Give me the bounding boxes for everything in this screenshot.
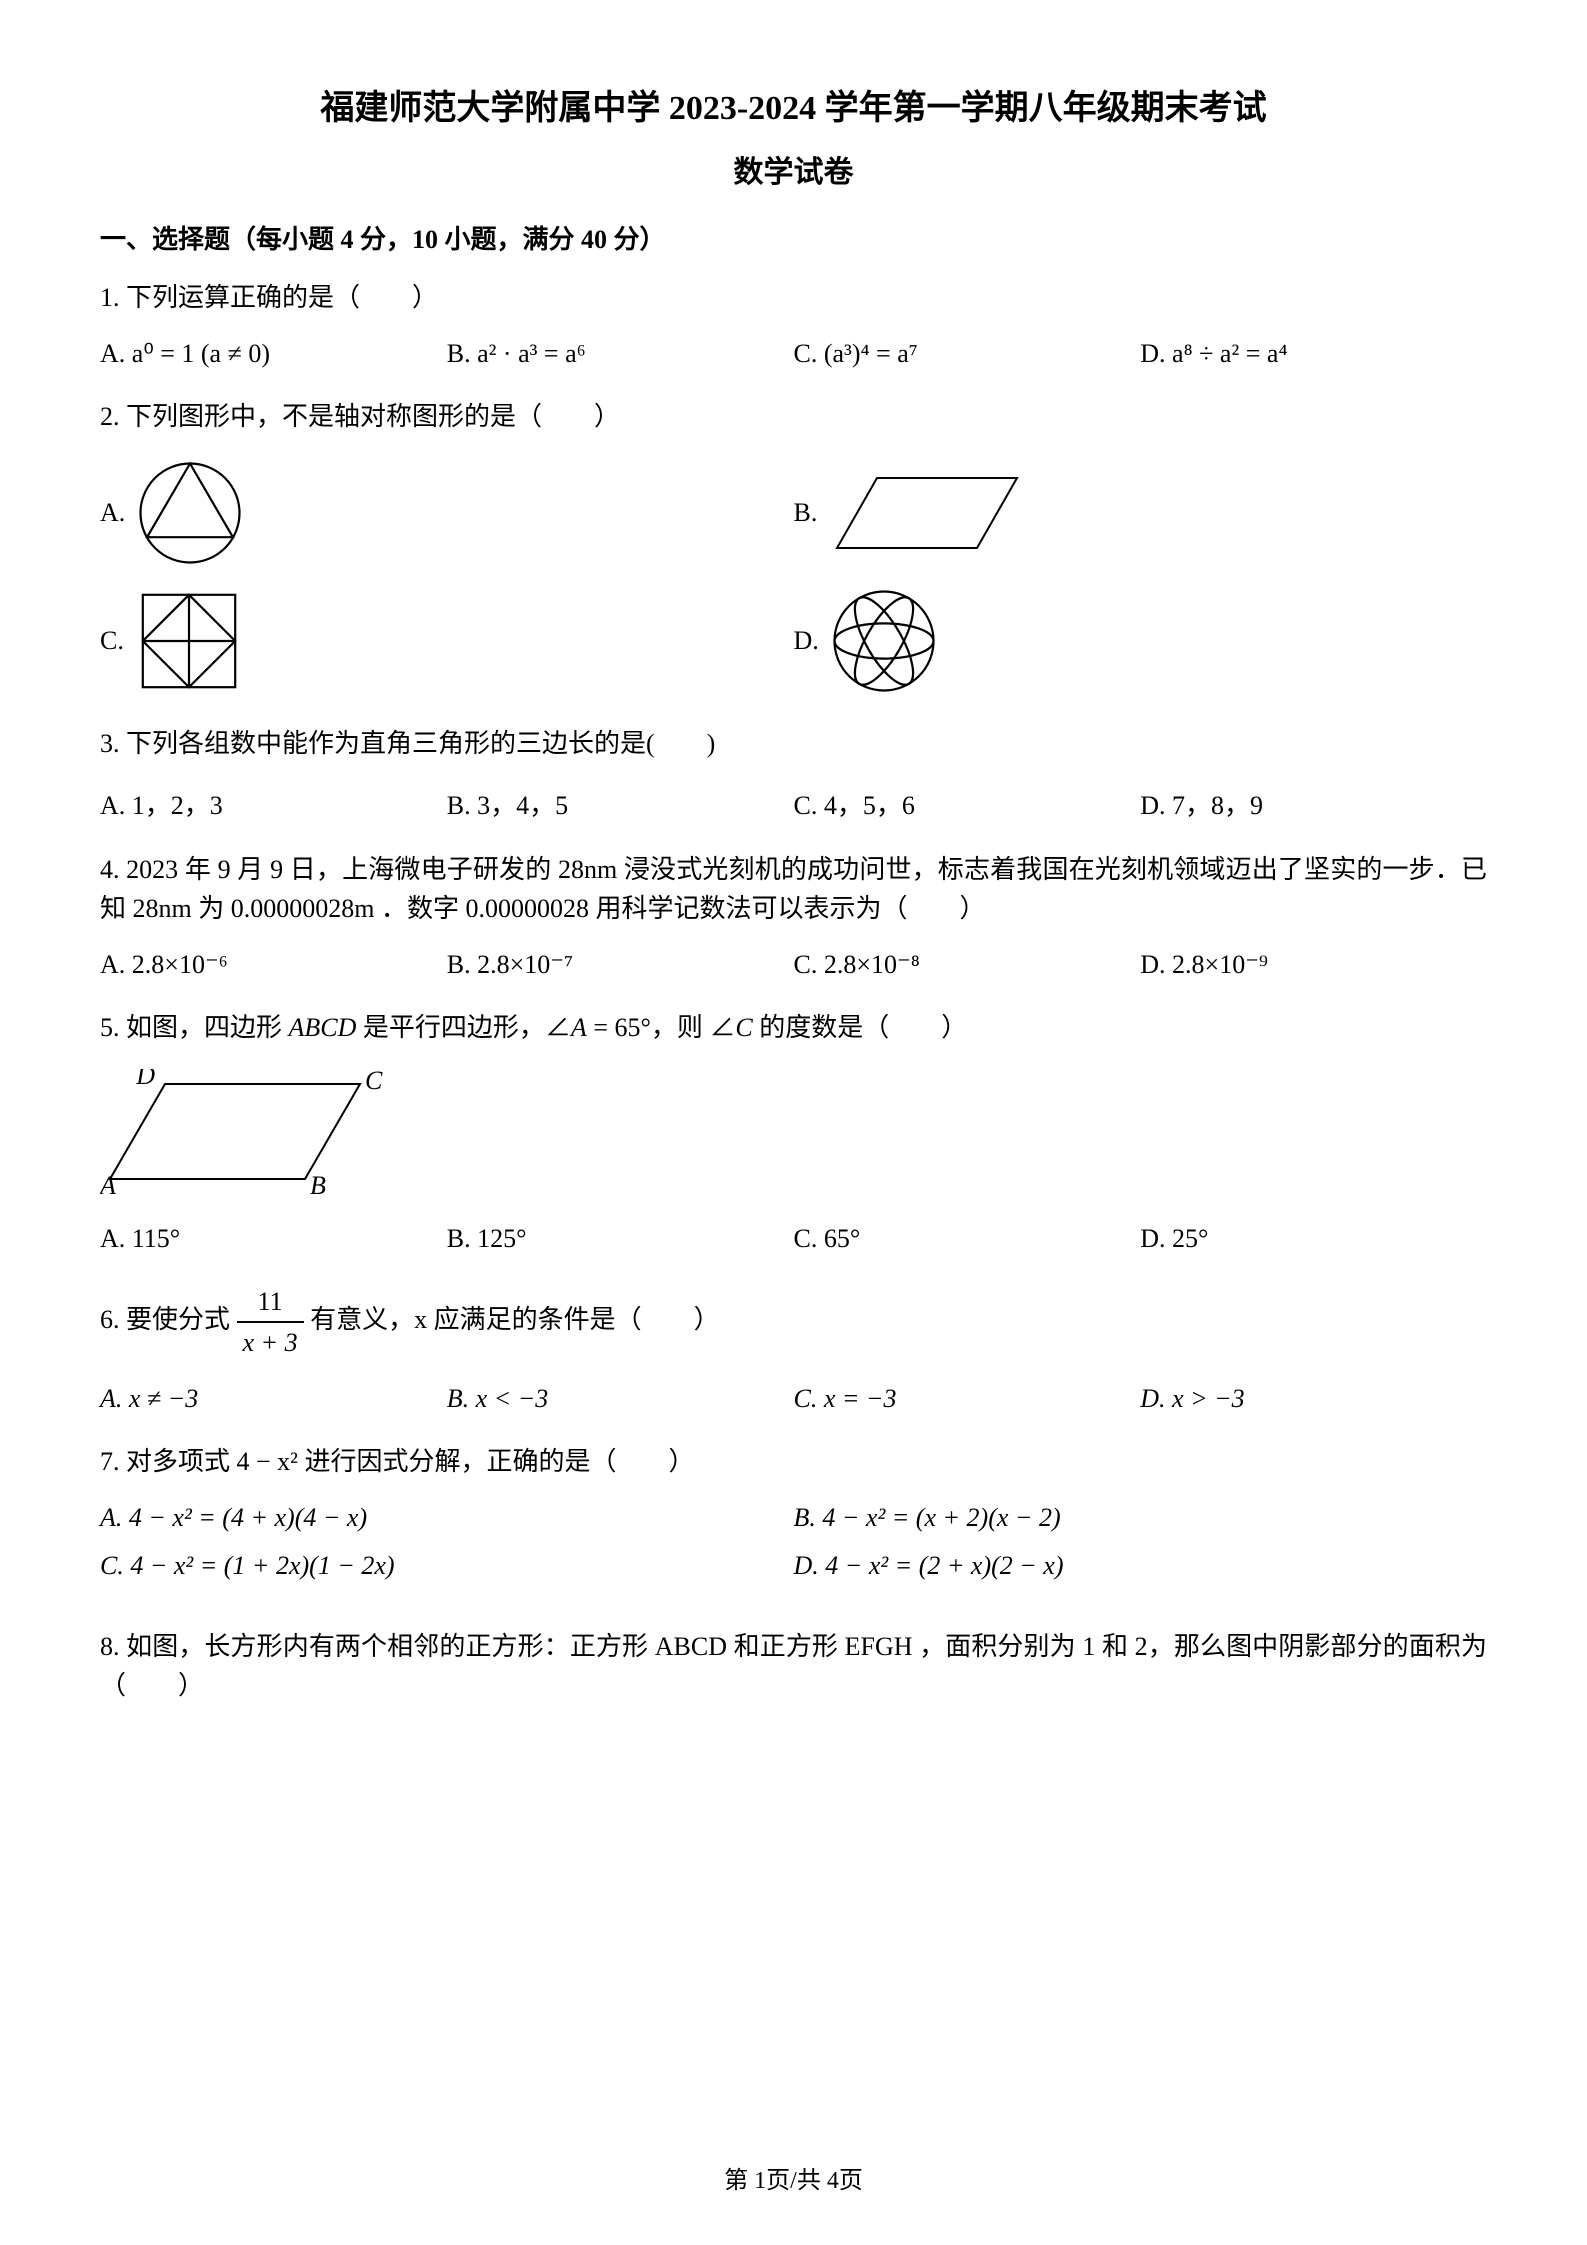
- flower-in-circle-icon: [829, 586, 939, 696]
- question-4-options: A. 2.8×10⁻⁶ B. 2.8×10⁻⁷ C. 2.8×10⁻⁸ D. 2…: [100, 950, 1487, 980]
- q1-option-A: A. a⁰ = 1 (a ≠ 0): [100, 339, 447, 369]
- triangle-in-circle-icon: [135, 458, 245, 568]
- page-subtitle: 数学试卷: [100, 147, 1487, 191]
- q7-option-D: D. 4 − x² = (2 + x)(2 − x): [794, 1551, 1488, 1581]
- parallelogram-abcd-icon: D C A B: [100, 1069, 390, 1199]
- q6-option-A: A. x ≠ −3: [100, 1384, 447, 1414]
- q6-option-C: C. x = −3: [794, 1384, 1141, 1414]
- q6-B-text: B. x < −3: [447, 1384, 549, 1413]
- q6-post: 有意义，x 应满足的条件是（ ）: [310, 1305, 720, 1334]
- q6-fraction: 11 x + 3: [237, 1282, 304, 1362]
- question-1-options: A. a⁰ = 1 (a ≠ 0) B. a² · a³ = a⁶ C. (a³…: [100, 339, 1487, 369]
- q7-B-text: B. 4 − x² = (x + 2)(x − 2): [794, 1503, 1061, 1532]
- q2-label-A: A.: [100, 498, 125, 528]
- q2-option-B: B.: [794, 458, 1488, 568]
- q5-pre: 5. 如图，四边形: [100, 1013, 289, 1042]
- q4-option-B: B. 2.8×10⁻⁷: [447, 950, 794, 980]
- q6-C-text: C. x = −3: [794, 1384, 897, 1413]
- q5-eq: = 65°，则 ∠: [587, 1013, 736, 1042]
- page-footer: 第 1页/共 4页: [0, 2160, 1587, 2195]
- q5-option-C: C. 65°: [794, 1224, 1141, 1254]
- q5-option-D: D. 25°: [1140, 1224, 1487, 1254]
- svg-text:B: B: [310, 1171, 326, 1199]
- question-4-stem: 4. 2023 年 9 月 9 日，上海微电子研发的 28nm 浸没式光刻机的成…: [100, 850, 1487, 928]
- q3-option-D: D. 7，8，9: [1140, 785, 1487, 822]
- q5-A: A: [571, 1013, 587, 1042]
- q7-option-A: A. 4 − x² = (4 + x)(4 − x): [100, 1503, 794, 1533]
- q4-option-A: A. 2.8×10⁻⁶: [100, 950, 447, 980]
- q3-option-B: B. 3，4，5: [447, 785, 794, 822]
- q4-option-C: C. 2.8×10⁻⁸: [794, 950, 1141, 980]
- q2-label-B: B.: [794, 498, 818, 528]
- q7-option-B: B. 4 − x² = (x + 2)(x − 2): [794, 1503, 1488, 1533]
- parallelogram-icon: [827, 468, 1027, 558]
- q7-C-text: C. 4 − x² = (1 + 2x)(1 − 2x): [100, 1551, 395, 1580]
- q2-option-A: A.: [100, 458, 794, 568]
- q3-option-A: A. 1，2，3: [100, 785, 447, 822]
- question-3-options: A. 1，2，3 B. 3，4，5 C. 4，5，6 D. 7，8，9: [100, 785, 1487, 822]
- q5-mid: 是平行四边形，∠: [356, 1013, 571, 1042]
- q2-label-C: C.: [100, 626, 124, 656]
- q6-D-text: D. x > −3: [1140, 1384, 1244, 1413]
- q2-option-C: C.: [100, 586, 794, 696]
- question-6-options: A. x ≠ −3 B. x < −3 C. x = −3 D. x > −3: [100, 1384, 1487, 1414]
- q7-A-text: A. 4 − x² = (4 + x)(4 − x): [100, 1503, 367, 1532]
- q1-option-C: C. (a³)⁴ = a⁷: [794, 339, 1141, 369]
- section-1-heading: 一、选择题（每小题 4 分，10 小题，满分 40 分）: [100, 219, 1487, 256]
- q6-frac-num: 11: [237, 1282, 304, 1323]
- q6-option-D: D. x > −3: [1140, 1384, 1487, 1414]
- svg-text:C: C: [365, 1069, 383, 1095]
- q6-A-text: A. x ≠ −3: [100, 1384, 198, 1413]
- page-title: 福建师范大学附属中学 2023-2024 学年第一学期八年级期末考试: [100, 80, 1487, 129]
- svg-text:A: A: [100, 1171, 116, 1199]
- question-7-options: A. 4 − x² = (4 + x)(4 − x) B. 4 − x² = (…: [100, 1503, 1487, 1599]
- q5-option-B: B. 125°: [447, 1224, 794, 1254]
- q5-option-A: A. 115°: [100, 1224, 447, 1254]
- q5-C: C: [735, 1013, 752, 1042]
- q5-figure: D C A B: [100, 1069, 1487, 1204]
- q2-row1: A. B.: [100, 458, 1487, 568]
- q6-option-B: B. x < −3: [447, 1384, 794, 1414]
- question-5-stem: 5. 如图，四边形 ABCD 是平行四边形，∠A = 65°，则 ∠C 的度数是…: [100, 1008, 1487, 1047]
- question-1-stem: 1. 下列运算正确的是（ ）: [100, 278, 1487, 317]
- question-2-stem: 2. 下列图形中，不是轴对称图形的是（ ）: [100, 397, 1487, 436]
- q5-post: 的度数是（ ）: [753, 1013, 968, 1042]
- q7-option-C: C. 4 − x² = (1 + 2x)(1 − 2x): [100, 1551, 794, 1581]
- question-7-stem: 7. 对多项式 4 − x² 进行因式分解，正确的是（ ）: [100, 1442, 1487, 1481]
- question-3-stem: 3. 下列各组数中能作为直角三角形的三边长的是( ): [100, 724, 1487, 763]
- q2-label-D: D.: [794, 626, 819, 656]
- q6-pre: 6. 要使分式: [100, 1305, 237, 1334]
- question-5-options: A. 115° B. 125° C. 65° D. 25°: [100, 1224, 1487, 1254]
- question-6-stem: 6. 要使分式 11 x + 3 有意义，x 应满足的条件是（ ）: [100, 1282, 1487, 1362]
- question-8-stem: 8. 如图，长方形内有两个相邻的正方形：正方形 ABCD 和正方形 EFGH ，…: [100, 1627, 1487, 1705]
- q5-abcd: ABCD: [289, 1013, 357, 1042]
- q7-D-text: D. 4 − x² = (2 + x)(2 − x): [794, 1551, 1064, 1580]
- q2-option-D: D.: [794, 586, 1488, 696]
- q2-row2: C. D.: [100, 586, 1487, 696]
- q3-option-C: C. 4，5，6: [794, 785, 1141, 822]
- q6-frac-den: x + 3: [237, 1323, 304, 1362]
- q4-option-D: D. 2.8×10⁻⁹: [1140, 950, 1487, 980]
- q1-option-B: B. a² · a³ = a⁶: [447, 339, 794, 369]
- svg-text:D: D: [135, 1069, 155, 1090]
- square-diamond-icon: [134, 586, 244, 696]
- q1-option-D: D. a⁸ ÷ a² = a⁴: [1140, 339, 1487, 369]
